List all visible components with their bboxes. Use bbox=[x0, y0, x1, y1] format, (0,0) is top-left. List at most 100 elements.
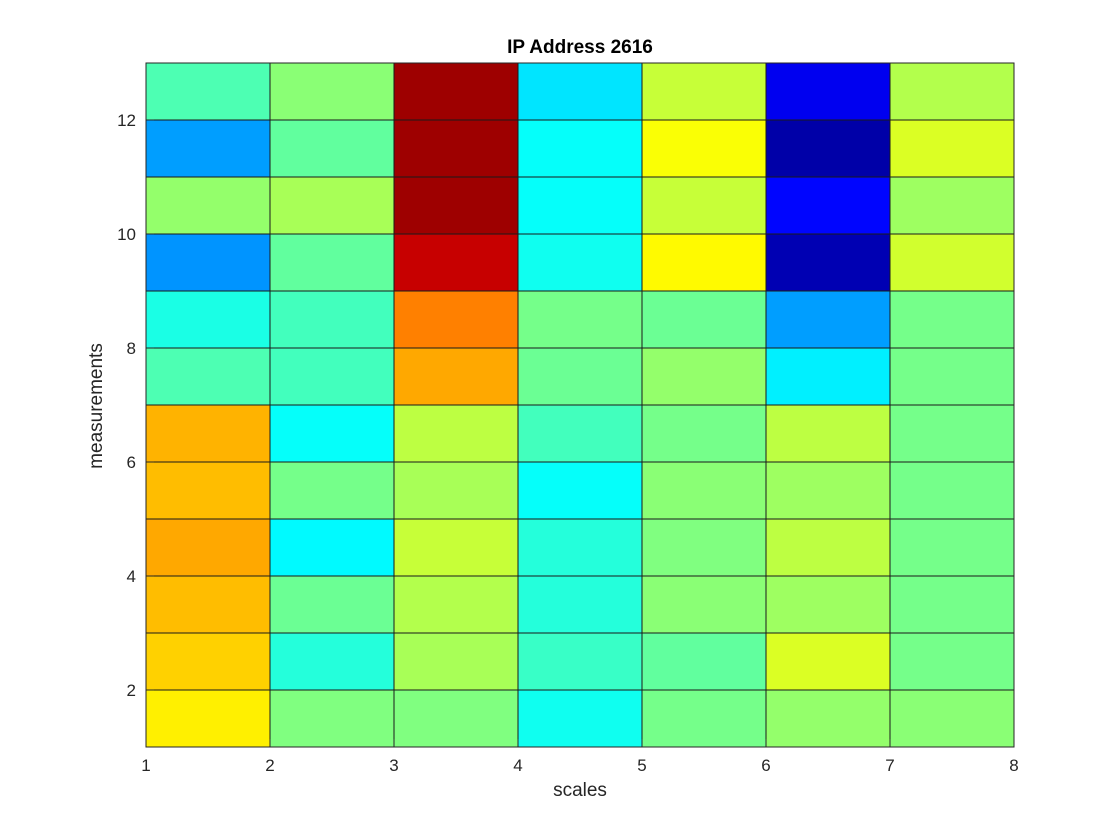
heatmap-cell bbox=[890, 120, 1014, 177]
x-tick-label: 5 bbox=[637, 756, 646, 775]
heatmap-cell bbox=[518, 576, 642, 633]
heatmap-cell bbox=[270, 690, 394, 747]
heatmap-cell bbox=[642, 63, 766, 120]
plot-area-frame bbox=[145, 62, 1015, 748]
heatmap-cell bbox=[518, 234, 642, 291]
heatmap-cell bbox=[146, 405, 270, 462]
x-tick-labels: 1 2 3 4 5 6 7 8 bbox=[141, 756, 1018, 775]
heatmap-cell bbox=[890, 291, 1014, 348]
y-tick-label: 10 bbox=[117, 225, 136, 244]
heatmap-cell bbox=[146, 120, 270, 177]
heatmap-cell bbox=[146, 576, 270, 633]
heatmap-cell bbox=[394, 120, 518, 177]
heatmap-cell bbox=[518, 519, 642, 576]
heatmap-cell bbox=[518, 405, 642, 462]
heatmap-cell bbox=[890, 633, 1014, 690]
heatmap-cell bbox=[518, 120, 642, 177]
heatmap-cell bbox=[642, 120, 766, 177]
heatmap-cell bbox=[766, 462, 890, 519]
heatmap-cell bbox=[270, 177, 394, 234]
y-tick-labels: 2 4 6 8 10 12 bbox=[117, 111, 136, 700]
heatmap-cell bbox=[270, 519, 394, 576]
heatmap-cell bbox=[270, 633, 394, 690]
heatmap-cell bbox=[518, 462, 642, 519]
x-tick-label: 3 bbox=[389, 756, 398, 775]
x-tick-label: 6 bbox=[761, 756, 770, 775]
heatmap-cell bbox=[766, 405, 890, 462]
heatmap-cell bbox=[270, 63, 394, 120]
y-tick-label: 8 bbox=[127, 339, 136, 358]
heatmap-cell bbox=[890, 177, 1014, 234]
heatmap-cell bbox=[394, 348, 518, 405]
heatmap-cell bbox=[890, 234, 1014, 291]
heatmap-cell bbox=[766, 63, 890, 120]
heatmap-cell bbox=[890, 63, 1014, 120]
heatmap-cell bbox=[642, 405, 766, 462]
y-tick-label: 6 bbox=[127, 453, 136, 472]
heatmap-cell bbox=[146, 690, 270, 747]
x-axis-label: scales bbox=[553, 780, 607, 801]
heatmap-cells bbox=[146, 63, 1014, 747]
heatmap-cell bbox=[394, 234, 518, 291]
heatmap-cell bbox=[518, 690, 642, 747]
y-tick-label: 4 bbox=[127, 567, 136, 586]
tick-marks bbox=[145, 119, 1015, 747]
heatmap-cell bbox=[890, 690, 1014, 747]
heatmap-cell bbox=[642, 633, 766, 690]
heatmap-cell bbox=[146, 63, 270, 120]
heatmap-cell bbox=[270, 348, 394, 405]
heatmap-cell bbox=[766, 633, 890, 690]
heatmap-cell bbox=[890, 348, 1014, 405]
heatmap-cell bbox=[518, 633, 642, 690]
heatmap-cell bbox=[890, 405, 1014, 462]
heatmap-cell bbox=[518, 291, 642, 348]
heatmap-cell bbox=[146, 177, 270, 234]
y-tick-label: 2 bbox=[127, 681, 136, 700]
heatmap-cell bbox=[642, 576, 766, 633]
heatmap-cell bbox=[146, 291, 270, 348]
heatmap-cell bbox=[394, 63, 518, 120]
heatmap-cell bbox=[642, 177, 766, 234]
heatmap-cell bbox=[766, 690, 890, 747]
heatmap-cell bbox=[766, 519, 890, 576]
x-tick-label: 4 bbox=[513, 756, 522, 775]
heatmap-cell bbox=[394, 462, 518, 519]
heatmap-cell bbox=[146, 462, 270, 519]
heatmap-cell bbox=[270, 234, 394, 291]
heatmap-cell bbox=[394, 405, 518, 462]
heatmap-cell bbox=[642, 462, 766, 519]
x-tick-label: 1 bbox=[141, 756, 150, 775]
heatmap-cell bbox=[766, 291, 890, 348]
heatmap-cell bbox=[394, 633, 518, 690]
heatmap-cell bbox=[766, 234, 890, 291]
heatmap-cell bbox=[766, 576, 890, 633]
heatmap-cell bbox=[146, 348, 270, 405]
heatmap-cell bbox=[270, 291, 394, 348]
heatmap-cell bbox=[890, 519, 1014, 576]
y-axis-label: measurements bbox=[86, 343, 107, 469]
heatmap-cell bbox=[642, 234, 766, 291]
y-tick-label: 12 bbox=[117, 111, 136, 130]
heatmap-cell bbox=[518, 177, 642, 234]
heatmap-cell bbox=[642, 519, 766, 576]
heatmap-cell bbox=[394, 177, 518, 234]
heatmap-cell bbox=[518, 63, 642, 120]
heatmap-cell bbox=[642, 291, 766, 348]
heatmap-cell bbox=[642, 348, 766, 405]
heatmap-cell bbox=[394, 519, 518, 576]
heatmap-cell bbox=[890, 576, 1014, 633]
heatmap-cell bbox=[766, 348, 890, 405]
heatmap-cell bbox=[270, 120, 394, 177]
heatmap-cell bbox=[270, 462, 394, 519]
heatmap-cell bbox=[642, 690, 766, 747]
x-tick-label: 2 bbox=[265, 756, 274, 775]
heatmap-cell bbox=[890, 462, 1014, 519]
heatmap-cell bbox=[766, 177, 890, 234]
heatmap-cell bbox=[146, 234, 270, 291]
heatmap-cell bbox=[518, 348, 642, 405]
heatmap-cell bbox=[394, 690, 518, 747]
x-tick-label: 8 bbox=[1009, 756, 1018, 775]
x-tick-label: 7 bbox=[885, 756, 894, 775]
heatmap-cell bbox=[146, 519, 270, 576]
